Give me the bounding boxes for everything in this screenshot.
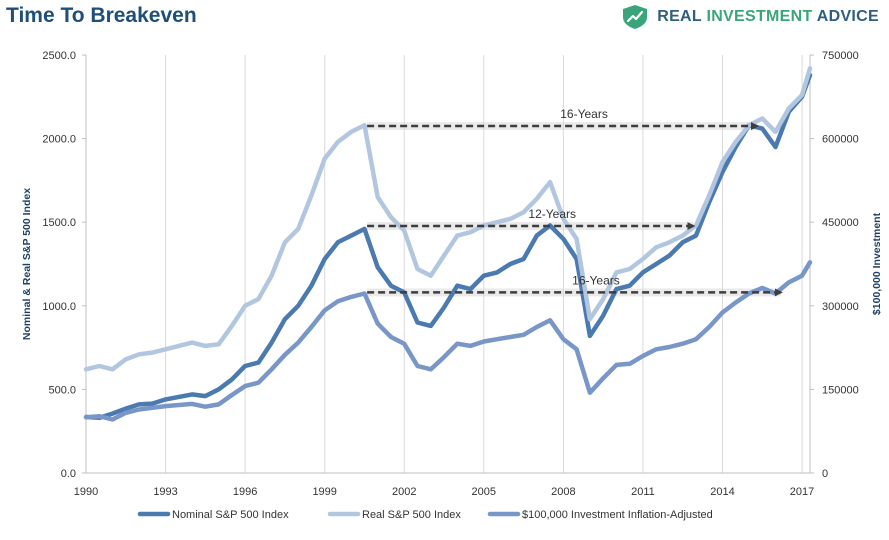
brand-name: REAL INVESTMENT ADVICE <box>657 8 879 26</box>
series-layer <box>83 66 813 422</box>
y2-axis-title: $100,000 Investment <box>871 212 883 315</box>
y-tick-label: 2000.0 <box>42 134 76 146</box>
y-tick-label: 500.0 <box>48 384 76 396</box>
legend-label-1: Nominal S&P 500 Index <box>172 509 289 521</box>
annotation-band <box>367 222 694 231</box>
breakeven-label-1: 16-Years <box>560 107 608 121</box>
x-tick-label: 1990 <box>74 486 98 498</box>
y-tick-label: 2500.0 <box>42 50 76 62</box>
x-tick-label: 2011 <box>631 486 655 498</box>
x-tick-label: 2008 <box>551 486 575 498</box>
annotation-layer: 16-Years 12-Years 16-Years <box>367 107 783 297</box>
brand-name-part2: INVESTMENT <box>706 8 813 25</box>
axis-layer: 1990 1993 1996 1999 2002 2005 2008 2011 2014 2017… <box>21 50 883 498</box>
y2-tick-label: 600000 <box>822 134 859 146</box>
series-line-3 <box>83 260 813 422</box>
breakeven-label-2: 12-Years <box>528 207 576 221</box>
brand-name-part1: REAL <box>657 8 702 25</box>
y-tick-label: 1500.0 <box>42 217 76 229</box>
y2-tick-label: 0 <box>822 468 828 480</box>
legend-label-3: $100,000 Investment Inflation-Adjusted <box>522 509 713 521</box>
brand-logo: REAL INVESTMENT ADVICE <box>621 4 879 30</box>
annotation-band <box>367 288 781 297</box>
brand-name-part3: ADVICE <box>816 8 879 25</box>
x-tick-label: 2002 <box>392 486 416 498</box>
chart-shield-icon <box>623 5 648 29</box>
x-tick-label: 1993 <box>153 486 177 498</box>
y-axis-title: Nominal & Real S&P 500 Index <box>21 188 33 340</box>
chart-title: Time To Breakeven <box>6 4 197 27</box>
x-tick-label: 1999 <box>312 486 336 498</box>
y2-tick-label: 300000 <box>822 301 859 313</box>
x-tick-label: 2014 <box>710 486 734 498</box>
y-tick-label: 1000.0 <box>42 301 76 313</box>
breakeven-label-3: 16-Years <box>572 273 620 287</box>
y2-tick-label: 450000 <box>822 217 859 229</box>
y2-tick-label: 750000 <box>822 50 859 62</box>
annotation-band-layer <box>367 122 781 297</box>
annotation-band <box>367 122 757 131</box>
x-tick-label: 2017 <box>790 486 814 498</box>
legend-label-2: Real S&P 500 Index <box>362 509 461 521</box>
series-line-1 <box>83 72 813 421</box>
x-tick-label: 1996 <box>233 486 257 498</box>
y2-tick-label: 150000 <box>822 384 859 396</box>
y-tick-label: 0.0 <box>61 468 76 480</box>
x-tick-label: 2005 <box>472 486 496 498</box>
legend: Nominal S&P 500 Index Real S&P 500 Index $… <box>137 509 713 521</box>
grid-layer <box>85 55 803 473</box>
